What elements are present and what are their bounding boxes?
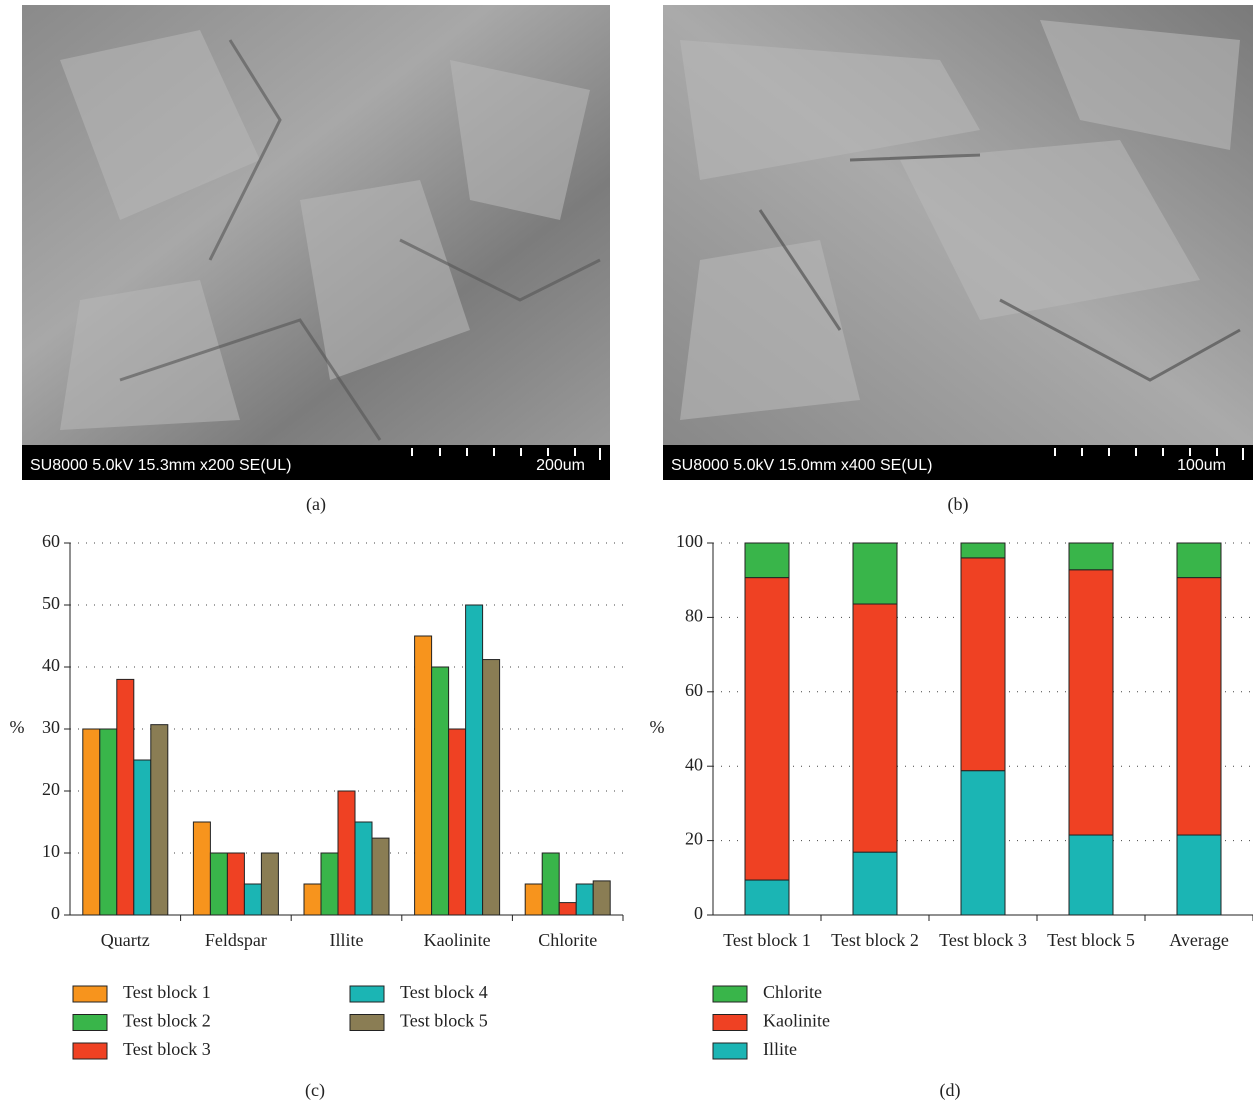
sem-info: SU8000 5.0kV 15.0mm x400 SE(UL): [671, 457, 932, 474]
bar-segment: [1069, 543, 1113, 570]
legend-label: Test block 1: [123, 982, 211, 1002]
y-tick-label: 60: [685, 680, 703, 700]
bar-segment: [1069, 835, 1113, 915]
bar-segment: [853, 543, 897, 604]
bar: [100, 729, 117, 915]
x-tick-label: Quartz: [101, 930, 150, 950]
bar: [83, 729, 100, 915]
y-tick-label: 40: [685, 754, 703, 774]
x-tick-label: Average: [1169, 930, 1229, 950]
bar: [338, 791, 355, 915]
bar: [244, 884, 261, 915]
y-tick-label: 60: [42, 531, 60, 551]
legend-label: Illite: [763, 1039, 797, 1059]
bar: [227, 853, 244, 915]
bar: [525, 884, 542, 915]
legend-label: Test block 2: [123, 1011, 211, 1031]
legend-swatch: [713, 1043, 747, 1059]
bar-segment: [961, 771, 1005, 915]
bar-segment: [853, 604, 897, 852]
y-tick-label: 20: [685, 829, 703, 849]
bar: [372, 838, 389, 915]
sem-scale: 100um: [1177, 457, 1226, 474]
x-tick-label: Illite: [330, 930, 364, 950]
bar: [415, 636, 432, 915]
legend-label: Kaolinite: [763, 1011, 830, 1031]
bar-segment: [853, 852, 897, 915]
y-tick-label: 40: [42, 655, 60, 675]
y-tick-label: 0: [51, 903, 60, 923]
legend-swatch: [73, 986, 107, 1002]
bar: [449, 729, 466, 915]
bar-segment: [745, 880, 789, 915]
caption: (b): [948, 494, 969, 515]
y-tick-label: 100: [676, 531, 703, 551]
y-tick-label: 0: [694, 903, 703, 923]
sem-info: SU8000 5.0kV 15.3mm x200 SE(UL): [30, 457, 291, 474]
x-tick-label: Test block 5: [1047, 930, 1135, 950]
bar: [151, 725, 168, 915]
bar: [210, 853, 227, 915]
x-tick-label: Chlorite: [538, 930, 597, 950]
x-tick-label: Test block 2: [831, 930, 919, 950]
y-tick-label: 10: [42, 841, 60, 861]
y-tick-label: 20: [42, 779, 60, 799]
bar: [304, 884, 321, 915]
bar: [193, 822, 210, 915]
x-tick-label: Feldspar: [205, 930, 267, 950]
bar: [559, 903, 576, 915]
sem-image-a: SU8000 5.0kV 15.3mm x200 SE(UL) 200um: [22, 5, 610, 480]
legend-label: Chlorite: [763, 982, 822, 1002]
bar: [483, 660, 500, 915]
sem-image-b: SU8000 5.0kV 15.0mm x400 SE(UL) 100um: [663, 5, 1253, 480]
bar-segment: [1069, 570, 1113, 835]
sem-scale: 200um: [536, 457, 585, 474]
legend-swatch: [713, 986, 747, 1002]
y-tick-label: 30: [42, 717, 60, 737]
legend-label: Test block 5: [400, 1011, 488, 1031]
bar: [355, 822, 372, 915]
legend-label: Test block 4: [400, 982, 488, 1002]
bar: [321, 853, 338, 915]
legend-swatch: [73, 1043, 107, 1059]
legend-swatch: [713, 1015, 747, 1031]
bar-segment: [961, 558, 1005, 771]
bar-segment: [745, 543, 789, 578]
legend-label: Test block 3: [123, 1039, 211, 1059]
bar: [593, 881, 610, 915]
legend-swatch: [350, 986, 384, 1002]
bar: [134, 760, 151, 915]
y-axis-label: %: [650, 717, 665, 737]
bar: [117, 679, 134, 915]
legend-swatch: [73, 1015, 107, 1031]
legend-swatch: [350, 1015, 384, 1031]
caption: (d): [940, 1080, 961, 1101]
caption: (a): [306, 494, 326, 515]
bar: [542, 853, 559, 915]
x-tick-label: Test block 3: [939, 930, 1027, 950]
bar: [261, 853, 278, 915]
x-tick-label: Test block 1: [723, 930, 811, 950]
caption: (c): [305, 1080, 325, 1101]
bar-segment: [961, 543, 1005, 558]
bar-segment: [1177, 578, 1221, 835]
x-tick-label: Kaolinite: [424, 930, 491, 950]
bar: [432, 667, 449, 915]
bar: [466, 605, 483, 915]
bar-segment: [1177, 835, 1221, 915]
bar-segment: [1177, 543, 1221, 578]
figure: SU8000 5.0kV 15.3mm x200 SE(UL) 200um (a…: [0, 0, 1253, 1104]
bar: [576, 884, 593, 915]
y-tick-label: 80: [685, 606, 703, 626]
bar-segment: [745, 578, 789, 880]
y-axis-label: %: [10, 717, 25, 737]
y-tick-label: 50: [42, 593, 60, 613]
